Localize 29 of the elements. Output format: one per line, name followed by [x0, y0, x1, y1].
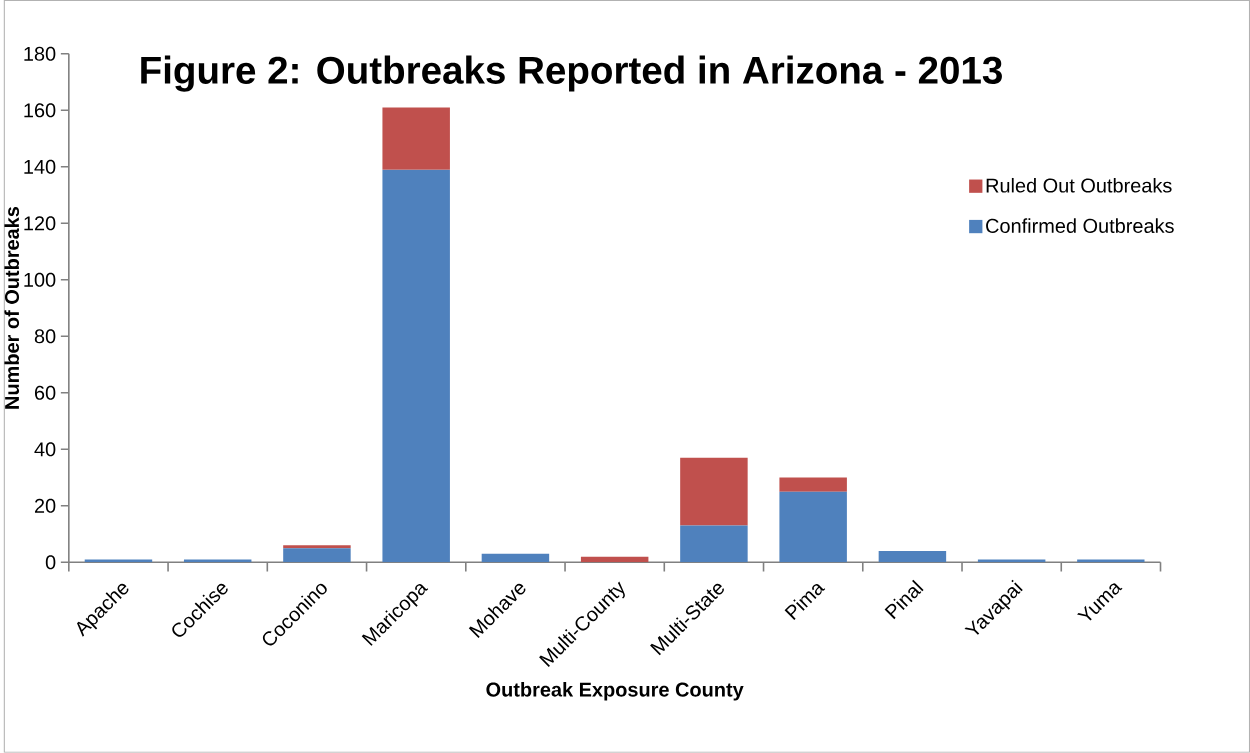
- y-tick-label: 100: [24, 272, 56, 287]
- y-tick-label: 160: [24, 103, 56, 118]
- bar: [779, 477, 847, 492]
- legend-label: Ruled Out Outbreaks: [986, 178, 1172, 193]
- y-axis-title: Number of Outbreaks: [4, 207, 20, 409]
- bar: [283, 548, 351, 563]
- bar: [680, 457, 748, 526]
- y-tick-label: 180: [24, 46, 56, 62]
- chart-title: Figure 2: Outbreaks Reported in Arizona - 2013: [141, 55, 1002, 92]
- y-tick-label: 40: [34, 442, 56, 457]
- bar: [382, 169, 450, 563]
- bar: [183, 559, 252, 563]
- bar: [680, 525, 748, 563]
- y-tick-label: 120: [24, 216, 56, 231]
- y-tick-label: 20: [34, 498, 56, 513]
- bar: [779, 491, 847, 563]
- bar: [1077, 559, 1145, 563]
- bar: [977, 559, 1046, 563]
- bar: [283, 545, 351, 549]
- bar: [481, 553, 550, 563]
- bar: [84, 559, 153, 563]
- bar: [878, 551, 947, 563]
- bar: [382, 107, 450, 170]
- y-tick-label: 140: [24, 159, 56, 175]
- y-tick-label: 80: [34, 329, 56, 344]
- legend-label: Confirmed Outbreaks: [986, 218, 1174, 234]
- x-axis-title: Outbreak Exposure County: [486, 682, 744, 701]
- y-tick-label: 0: [45, 555, 56, 570]
- y-tick-label: 60: [34, 385, 56, 400]
